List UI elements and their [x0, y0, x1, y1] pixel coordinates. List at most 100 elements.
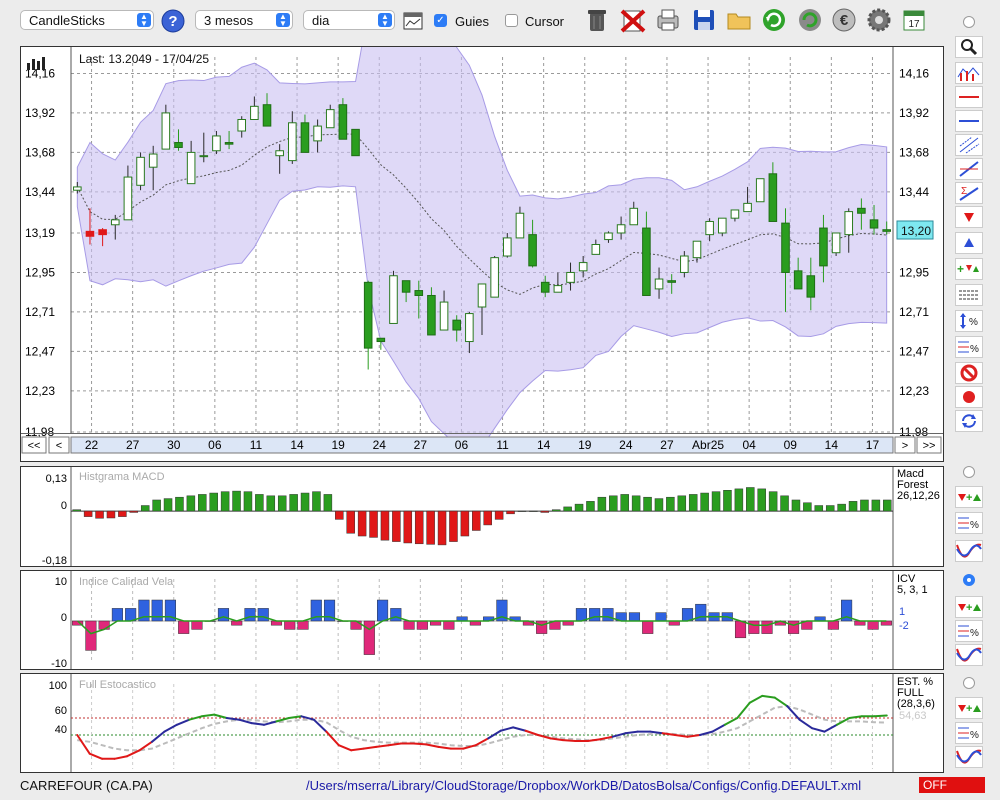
percent-lines-icon[interactable]: %: [955, 722, 983, 744]
macd-bar: [460, 510, 470, 537]
macd-bar: [312, 491, 321, 512]
percent-lines-icon[interactable]: %: [955, 336, 983, 358]
period-select[interactable]: 3 mesos ▲ ▼: [195, 10, 293, 30]
stoch-line-segment: [462, 744, 477, 750]
signal-arrows-icon[interactable]: +: [955, 697, 983, 719]
percent-lines-icon[interactable]: %: [955, 512, 983, 534]
nav-prev-button[interactable]: [48, 436, 70, 454]
refresh-icon[interactable]: [760, 6, 788, 34]
macd-panel-radio[interactable]: [963, 466, 975, 478]
macd-panel[interactable]: Histgrama MACD Macd Forest 26,12,26 0,13…: [20, 466, 944, 567]
grid-icon[interactable]: [955, 284, 983, 306]
candle: [85, 230, 95, 237]
no-sign-icon[interactable]: [955, 362, 983, 384]
gear-icon[interactable]: [865, 6, 893, 34]
record-icon[interactable]: [955, 386, 983, 408]
stoch-chart[interactable]: Full Estocastico EST. % FULL (28,3,6) 54…: [21, 674, 943, 772]
euro-icon[interactable]: €: [830, 6, 858, 34]
last-label: Last: 13.2049 - 17/04/25: [79, 52, 209, 66]
add-signal-icon[interactable]: +: [955, 258, 983, 280]
oscillator-icon[interactable]: [955, 746, 983, 768]
red-line-icon[interactable]: [955, 86, 983, 108]
print-icon[interactable]: [654, 6, 682, 34]
delete-icon[interactable]: [619, 6, 647, 34]
macd-bar: [620, 494, 629, 512]
macd-bar: [700, 492, 709, 512]
icv-bar: [350, 620, 362, 630]
sigma-line-icon[interactable]: Σ: [955, 182, 983, 204]
main-panel-radio[interactable]: [963, 16, 975, 28]
stoch-line-segment: [736, 701, 751, 719]
stoch-line-segment: [424, 743, 440, 748]
icv-ytick-top: 10: [55, 576, 67, 588]
icv-bar: [827, 620, 839, 630]
oscillator-icon[interactable]: [955, 644, 983, 666]
candle: [338, 104, 348, 140]
timeline-scrollbar[interactable]: [70, 436, 894, 454]
stoch-line-segment: [300, 715, 315, 721]
buy-arrow-icon[interactable]: [955, 232, 983, 254]
status-badge[interactable]: OFF: [919, 777, 985, 793]
nav-last-button[interactable]: [916, 436, 942, 454]
percent-range-icon[interactable]: %: [955, 310, 983, 332]
macd-bar: [95, 510, 104, 519]
x-tick-label: 04: [742, 438, 756, 452]
icv-bar: [257, 608, 269, 622]
macd-bar: [369, 510, 378, 538]
candle: [540, 281, 550, 293]
help-icon[interactable]: ?: [160, 8, 186, 34]
calendar-icon[interactable]: 17: [900, 6, 928, 34]
bars-icon[interactable]: [955, 62, 983, 84]
stoch-panel[interactable]: Full Estocastico EST. % FULL (28,3,6) 54…: [20, 673, 944, 773]
save-icon[interactable]: [690, 6, 718, 34]
stoch-line-segment: [88, 752, 104, 760]
nav-first-button[interactable]: [21, 436, 47, 454]
sync-icon[interactable]: [796, 6, 824, 34]
stoch-line-segment: [674, 734, 689, 738]
candle: [667, 280, 676, 283]
cursor-checkbox[interactable]: [505, 14, 518, 27]
macd-bar: [677, 495, 687, 512]
nav-next-button[interactable]: [894, 436, 916, 454]
config-path-link[interactable]: /Users/mserra/Library/CloudStorage/Dropb…: [306, 778, 862, 793]
icv-panel-radio[interactable]: [963, 574, 975, 586]
stoch-line-segment: [773, 696, 789, 708]
trash-icon[interactable]: [583, 6, 611, 34]
y-tick-label-left: 12,23: [25, 384, 55, 398]
signal-arrows-icon[interactable]: +: [955, 596, 983, 618]
macd-title: Histgrama MACD: [79, 471, 165, 483]
candle: [325, 109, 335, 129]
refresh-icon[interactable]: [955, 410, 983, 432]
x-tick-label: 11: [496, 438, 509, 452]
icv-chart[interactable]: Indice Calidad Vela ICV 5, 3, 1 1 -2 10 …: [21, 571, 943, 670]
icv-bar: [589, 608, 601, 622]
oscillator-icon[interactable]: [955, 540, 983, 562]
svg-text:€: €: [840, 12, 849, 29]
guides-checkbox[interactable]: ✓: [434, 14, 447, 27]
trend-line-icon[interactable]: [955, 158, 983, 180]
sell-arrow-icon[interactable]: [955, 206, 983, 228]
open-folder-icon[interactable]: [725, 6, 753, 34]
icv-ytick-zero: 0: [61, 612, 67, 624]
channel-icon[interactable]: [955, 134, 983, 156]
macd-chart[interactable]: Histgrama MACD Macd Forest 26,12,26 0,13…: [21, 467, 943, 567]
icv-panel[interactable]: Indice Calidad Vela ICV 5, 3, 1 1 -2 10 …: [20, 570, 944, 670]
macd-bar: [198, 494, 207, 512]
candle: [844, 211, 854, 236]
stoch-panel-radio[interactable]: [963, 677, 975, 689]
interval-select[interactable]: dia ▲ ▼: [303, 10, 395, 30]
y-tick-label-left: 12,95: [25, 265, 55, 279]
icv-bar: [164, 599, 176, 622]
chart-window-icon[interactable]: [402, 10, 424, 32]
macd-bar: [757, 488, 766, 512]
chart-type-select[interactable]: CandleSticks ▲ ▼: [20, 10, 154, 30]
zoom-icon[interactable]: [955, 36, 983, 58]
signal-arrows-icon[interactable]: +: [955, 486, 983, 508]
candle: [465, 313, 474, 343]
price-panel[interactable]: 14,16 14,16 13,92 13,92 13,68 13,68 13,44 13,44…: [20, 0, 944, 462]
icv-ytick-bottom: -10: [51, 658, 67, 669]
stoch-line-segment: [698, 730, 714, 736]
percent-lines-icon[interactable]: %: [955, 620, 983, 642]
blue-line-icon[interactable]: [955, 110, 983, 132]
